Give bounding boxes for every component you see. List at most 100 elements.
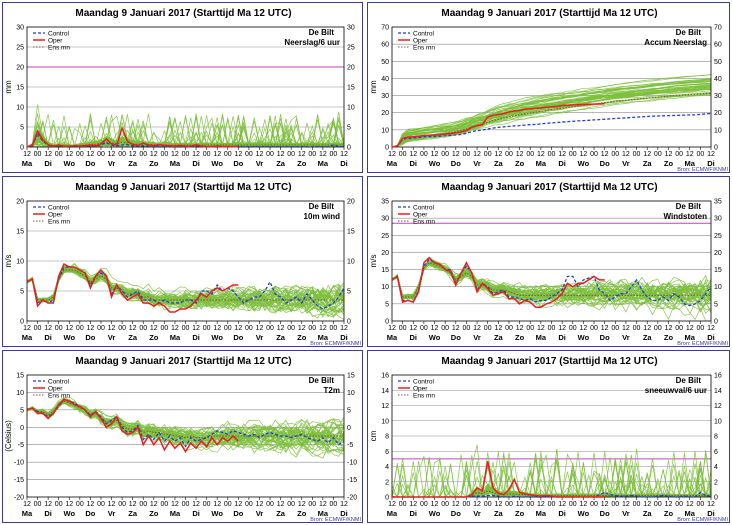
y-tick-right: 10 xyxy=(714,127,722,134)
y-tick-right: -10 xyxy=(347,460,357,467)
y-tick-right: 15 xyxy=(347,373,355,380)
x-tick-label: 00 xyxy=(308,501,316,508)
x-tick-label: 12 xyxy=(494,151,502,158)
day-label: Wo xyxy=(578,333,590,342)
day-label: Ma xyxy=(685,509,696,518)
x-tick-label: 12 xyxy=(234,325,242,332)
day-label: Ma xyxy=(387,159,398,168)
day-label: Ma xyxy=(170,509,181,518)
day-label: Za xyxy=(276,509,286,518)
x-tick-label: 12 xyxy=(65,325,73,332)
day-label: Vr xyxy=(622,333,630,342)
x-tick-label: 00 xyxy=(548,151,556,158)
x-tick-label: 12 xyxy=(44,151,52,158)
y-tick-left: 15 xyxy=(16,373,24,380)
y-tick-right: 30 xyxy=(714,93,722,100)
x-tick-label: 12 xyxy=(537,325,545,332)
y-tick-right: 20 xyxy=(714,250,722,257)
day-label: Za xyxy=(643,159,653,168)
x-tick-label: 12 xyxy=(516,151,524,158)
day-label: Zo xyxy=(515,159,525,168)
x-tick-label: 12 xyxy=(340,151,348,158)
x-tick-label: 00 xyxy=(160,501,168,508)
x-tick-label: 12 xyxy=(622,325,630,332)
x-tick-label: 00 xyxy=(633,151,641,158)
x-tick-label: 00 xyxy=(675,325,683,332)
day-label: Wo xyxy=(429,159,441,168)
y-tick-left: 12 xyxy=(381,403,389,410)
y-tick-right: -5 xyxy=(347,442,353,449)
x-tick-label: 00 xyxy=(245,151,253,158)
x-tick-label: 00 xyxy=(463,501,471,508)
x-tick-label: 12 xyxy=(192,501,200,508)
x-tick-label: 00 xyxy=(97,501,105,508)
chart-svg-sneeuwval: Maandag 9 Januari 2017 (Starttijd Ma 12 … xyxy=(369,356,728,523)
ensemble-member-line xyxy=(391,265,712,322)
ensemble-members xyxy=(26,104,345,148)
y-tick-right: 30 xyxy=(714,216,722,223)
x-tick-label: 12 xyxy=(665,325,673,332)
ens-mean-line xyxy=(26,134,344,148)
source-note: Bron: ECMWF/KNMI xyxy=(310,517,361,523)
day-label: Vr xyxy=(473,159,481,168)
day-label: Di xyxy=(192,333,200,342)
ensemble-member-line xyxy=(26,398,345,442)
legend-label: Oper xyxy=(48,211,63,218)
y-tick-right: 20 xyxy=(714,110,722,117)
x-tick-label: 12 xyxy=(388,151,396,158)
day-label: Wo xyxy=(64,333,76,342)
day-label: Zo xyxy=(664,159,674,168)
x-tick-label: 12 xyxy=(192,151,200,158)
x-tick-label: 12 xyxy=(558,501,566,508)
day-label: Za xyxy=(643,333,653,342)
y-tick-right: 0 xyxy=(714,495,718,502)
x-tick-label: 12 xyxy=(494,325,502,332)
oper-line xyxy=(26,126,239,148)
ensemble-member-line xyxy=(26,265,345,304)
x-tick-label: 00 xyxy=(287,325,295,332)
y-tick-right: 2 xyxy=(714,479,718,486)
x-tick-label: 00 xyxy=(118,501,126,508)
day-label: Do xyxy=(600,159,610,168)
x-tick-label: 00 xyxy=(224,325,232,332)
x-tick-label: 12 xyxy=(129,325,137,332)
day-label: Wo xyxy=(211,159,223,168)
panel-title: Maandag 9 Januari 2017 (Starttijd Ma 12 … xyxy=(75,8,291,19)
variable-label: T2m xyxy=(324,386,340,395)
x-tick-label: 12 xyxy=(171,501,179,508)
x-tick-label: 00 xyxy=(139,501,147,508)
y-tick-left: 10 xyxy=(381,284,389,291)
source-note: Bron: ECMWF/KNMI xyxy=(677,517,728,523)
y-tick-right: 15 xyxy=(347,229,355,236)
variable-label: Windstoten xyxy=(664,212,708,221)
y-tick-left: 40 xyxy=(381,76,389,83)
x-tick-label: 00 xyxy=(97,325,105,332)
chart-svg-neerslag: Maandag 9 Januari 2017 (Starttijd Ma 12 … xyxy=(4,8,355,168)
panel-sneeuwval: Maandag 9 Januari 2017 (Starttijd Ma 12 … xyxy=(367,350,730,523)
y-tick-right: 6 xyxy=(714,449,718,456)
ensemble-members xyxy=(391,258,712,322)
ensemble-member-line xyxy=(26,401,345,445)
day-label: Di xyxy=(558,509,566,518)
x-tick-label: 00 xyxy=(55,501,63,508)
y-tick-right: 0 xyxy=(347,425,351,432)
x-tick-label: 12 xyxy=(686,501,694,508)
y-tick-right: 40 xyxy=(714,76,722,83)
x-tick-label: 12 xyxy=(150,325,158,332)
x-tick-label: 00 xyxy=(308,151,316,158)
legend-label: Control xyxy=(48,204,70,211)
y-tick-left: 15 xyxy=(16,85,24,92)
y-tick-right: 10 xyxy=(347,259,355,266)
y-tick-right: 12 xyxy=(714,403,722,410)
day-label: Di xyxy=(707,333,715,342)
day-label: Di xyxy=(192,159,200,168)
day-label: Vr xyxy=(622,159,630,168)
x-tick-label: 00 xyxy=(266,501,274,508)
x-tick-label: 00 xyxy=(505,151,513,158)
x-tick-label: 12 xyxy=(409,325,417,332)
x-tick-label: 12 xyxy=(87,151,95,158)
x-tick-label: 00 xyxy=(420,501,428,508)
x-tick-label: 12 xyxy=(65,151,73,158)
x-tick-label: 12 xyxy=(319,325,327,332)
